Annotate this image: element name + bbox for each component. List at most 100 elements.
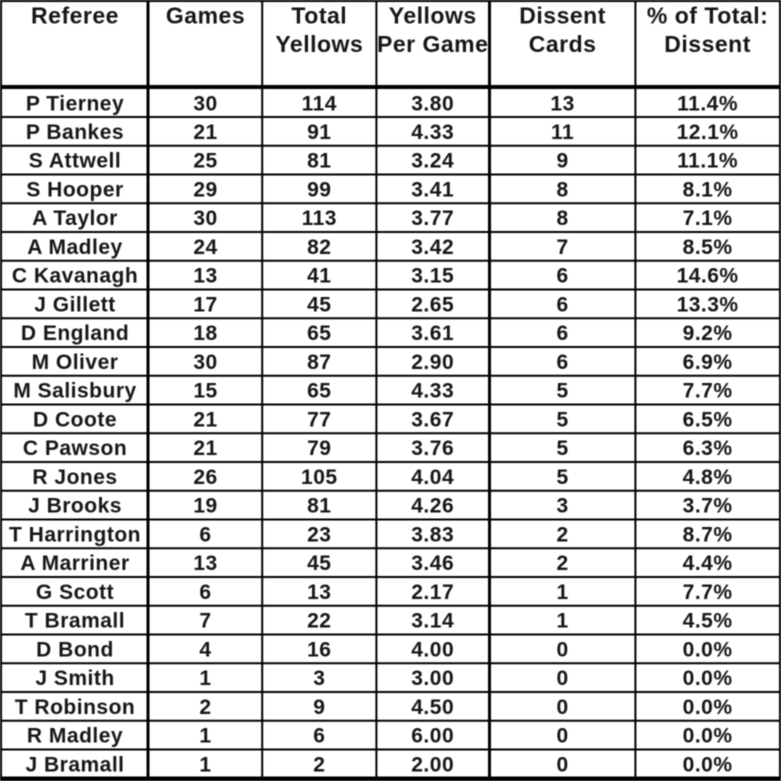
svg-text:82: 82 bbox=[307, 236, 331, 259]
svg-text:41: 41 bbox=[307, 265, 331, 288]
svg-text:0: 0 bbox=[557, 638, 569, 661]
svg-text:A Marriner: A Marriner bbox=[20, 552, 129, 575]
svg-text:4.5%: 4.5% bbox=[683, 610, 733, 633]
svg-text:M Salisbury: M Salisbury bbox=[13, 380, 136, 403]
svg-text:3.15: 3.15 bbox=[411, 265, 454, 288]
svg-text:6.5%: 6.5% bbox=[683, 408, 733, 431]
svg-text:3.76: 3.76 bbox=[411, 437, 454, 460]
svg-text:4.26: 4.26 bbox=[411, 495, 454, 518]
svg-text:7: 7 bbox=[199, 610, 211, 633]
svg-text:0: 0 bbox=[557, 725, 569, 748]
svg-text:T Bramall: T Bramall bbox=[25, 610, 125, 633]
svg-text:0: 0 bbox=[557, 753, 569, 776]
svg-text:5: 5 bbox=[557, 437, 569, 460]
svg-text:45: 45 bbox=[307, 293, 331, 316]
svg-text:Yellows: Yellows bbox=[389, 3, 477, 29]
svg-text:13: 13 bbox=[550, 92, 574, 115]
svg-text:8.7%: 8.7% bbox=[683, 523, 733, 546]
svg-text:5: 5 bbox=[557, 466, 569, 489]
svg-text:T Robinson: T Robinson bbox=[15, 696, 135, 719]
svg-text:2: 2 bbox=[557, 552, 569, 575]
svg-text:R Jones: R Jones bbox=[32, 466, 117, 489]
svg-text:4: 4 bbox=[199, 638, 211, 661]
svg-text:D Bond: D Bond bbox=[36, 638, 114, 661]
svg-text:113: 113 bbox=[302, 207, 337, 230]
svg-text:30: 30 bbox=[193, 207, 217, 230]
svg-text:21: 21 bbox=[193, 437, 217, 460]
svg-text:2.90: 2.90 bbox=[411, 351, 454, 374]
svg-text:% of Total:: % of Total: bbox=[647, 3, 768, 29]
svg-text:9: 9 bbox=[313, 696, 325, 719]
svg-text:M Oliver: M Oliver bbox=[32, 351, 119, 374]
svg-text:6.9%: 6.9% bbox=[683, 351, 733, 374]
svg-text:105: 105 bbox=[301, 466, 338, 489]
svg-text:0.0%: 0.0% bbox=[683, 638, 733, 661]
svg-text:3.24: 3.24 bbox=[411, 150, 454, 173]
svg-text:4.33: 4.33 bbox=[411, 380, 454, 403]
svg-text:2.65: 2.65 bbox=[411, 293, 454, 316]
svg-text:S Attwell: S Attwell bbox=[29, 150, 121, 173]
svg-text:3.42: 3.42 bbox=[411, 236, 454, 259]
svg-text:0.0%: 0.0% bbox=[683, 725, 733, 748]
svg-text:3.67: 3.67 bbox=[411, 408, 454, 431]
svg-text:J Brooks: J Brooks bbox=[28, 495, 122, 518]
svg-text:4.04: 4.04 bbox=[411, 466, 454, 489]
svg-text:D England: D England bbox=[21, 322, 129, 345]
svg-text:13: 13 bbox=[193, 265, 217, 288]
svg-text:P Bankes: P Bankes bbox=[26, 121, 124, 144]
svg-text:3.41: 3.41 bbox=[411, 178, 454, 201]
svg-text:77: 77 bbox=[307, 408, 331, 431]
svg-text:6: 6 bbox=[557, 351, 569, 374]
svg-text:1: 1 bbox=[199, 725, 211, 748]
svg-text:81: 81 bbox=[307, 495, 331, 518]
svg-text:6: 6 bbox=[557, 322, 569, 345]
svg-text:4.00: 4.00 bbox=[411, 638, 454, 661]
svg-text:6: 6 bbox=[199, 523, 211, 546]
svg-text:11: 11 bbox=[551, 121, 574, 144]
svg-text:1: 1 bbox=[199, 667, 211, 690]
svg-text:3: 3 bbox=[557, 495, 569, 518]
svg-text:Total: Total bbox=[291, 3, 347, 29]
svg-text:A Madley: A Madley bbox=[27, 236, 122, 259]
svg-text:Games: Games bbox=[166, 3, 245, 29]
svg-text:45: 45 bbox=[307, 552, 331, 575]
svg-text:13: 13 bbox=[193, 552, 217, 575]
svg-text:30: 30 bbox=[193, 351, 217, 374]
svg-text:11.1%: 11.1% bbox=[677, 150, 738, 173]
svg-text:3.77: 3.77 bbox=[411, 207, 454, 230]
svg-text:9: 9 bbox=[557, 150, 569, 173]
svg-text:6: 6 bbox=[557, 293, 569, 316]
svg-text:16: 16 bbox=[307, 638, 331, 661]
svg-text:P Tierney: P Tierney bbox=[26, 92, 124, 115]
svg-text:18: 18 bbox=[193, 322, 217, 345]
svg-text:S Hooper: S Hooper bbox=[26, 178, 123, 201]
svg-text:14.6%: 14.6% bbox=[677, 265, 739, 288]
svg-text:23: 23 bbox=[307, 523, 331, 546]
svg-text:7.7%: 7.7% bbox=[683, 581, 733, 604]
svg-text:6: 6 bbox=[557, 265, 569, 288]
svg-text:0: 0 bbox=[557, 696, 569, 719]
svg-text:0.0%: 0.0% bbox=[683, 696, 733, 719]
svg-text:Per Game: Per Game bbox=[377, 31, 488, 57]
svg-text:3.00: 3.00 bbox=[411, 667, 454, 690]
svg-text:Cards: Cards bbox=[529, 31, 597, 57]
svg-text:91: 91 bbox=[307, 121, 331, 144]
svg-text:R Madley: R Madley bbox=[27, 725, 123, 748]
svg-text:3.7%: 3.7% bbox=[683, 495, 733, 518]
svg-text:C Pawson: C Pawson bbox=[23, 437, 127, 460]
svg-text:6: 6 bbox=[199, 581, 211, 604]
svg-text:3.46: 3.46 bbox=[411, 552, 454, 575]
svg-text:22: 22 bbox=[307, 610, 331, 633]
svg-text:25: 25 bbox=[193, 150, 217, 173]
svg-text:4.50: 4.50 bbox=[411, 696, 454, 719]
svg-text:24: 24 bbox=[193, 236, 217, 259]
svg-text:J Bramall: J Bramall bbox=[25, 753, 124, 776]
svg-text:29: 29 bbox=[193, 178, 217, 201]
svg-text:114: 114 bbox=[302, 92, 337, 115]
svg-text:3.61: 3.61 bbox=[411, 322, 454, 345]
svg-text:T Harrington: T Harrington bbox=[9, 523, 141, 546]
svg-text:2.00: 2.00 bbox=[411, 753, 454, 776]
svg-text:5: 5 bbox=[557, 380, 569, 403]
svg-text:A Taylor: A Taylor bbox=[32, 207, 118, 230]
svg-text:3.80: 3.80 bbox=[411, 92, 454, 115]
